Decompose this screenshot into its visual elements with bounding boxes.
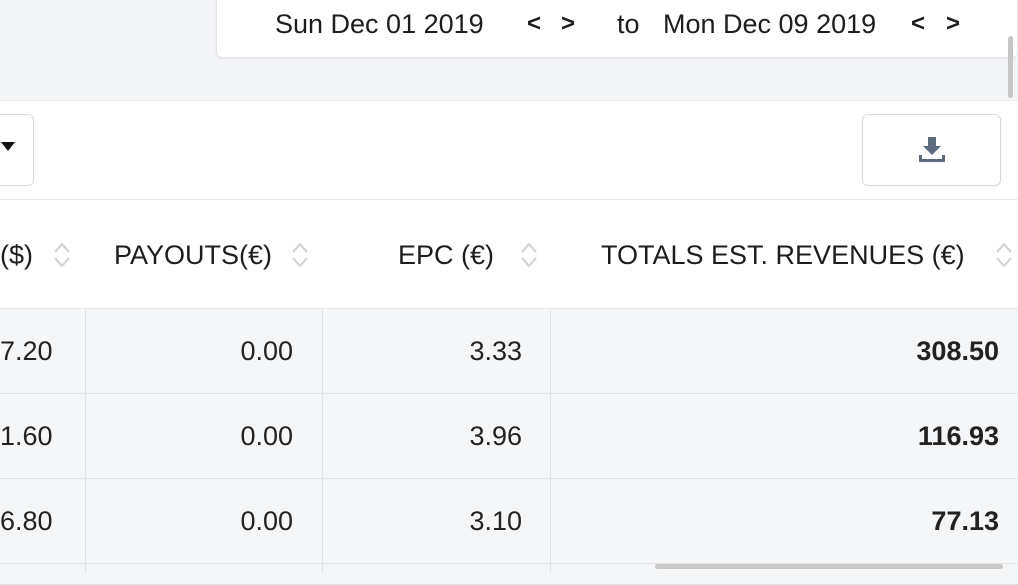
end-date-next-button[interactable]: > — [946, 10, 961, 37]
cell-epc: 3.33 — [469, 336, 522, 366]
start-date[interactable]: Sun Dec 01 2019 — [275, 9, 484, 39]
table-header: ($) PAYOUTS(€) EPC (€) TOTALS EST. REVEN… — [0, 200, 1018, 309]
column-divider — [550, 308, 551, 573]
column-divider — [85, 308, 86, 573]
cell-payouts: 0.00 — [240, 506, 293, 536]
cell-payouts: 0.00 — [240, 421, 293, 451]
table-row[interactable]: 7.20 0.00 3.33 308.50 — [0, 309, 1018, 394]
end-date-prev-button[interactable]: < — [911, 10, 926, 37]
end-date[interactable]: Mon Dec 09 2019 — [663, 9, 877, 39]
download-icon — [919, 137, 945, 162]
table-row[interactable]: 1.60 0.00 3.96 116.93 — [0, 394, 1018, 479]
cell-epc: 3.10 — [469, 506, 522, 536]
cell-payouts: 0.00 — [240, 336, 293, 366]
column-header-payouts[interactable]: PAYOUTS(€) — [114, 240, 273, 270]
cell-total-revenue: 308.50 — [916, 336, 999, 366]
vertical-scrollbar[interactable] — [1008, 36, 1013, 98]
table-row[interactable]: 6.80 0.00 3.10 77.13 — [0, 479, 1018, 564]
sort-icon[interactable] — [290, 240, 310, 270]
sort-icon[interactable] — [52, 240, 72, 270]
dropdown-button[interactable] — [0, 114, 34, 186]
cell-total-revenue: 77.13 — [931, 506, 999, 536]
cell-amount: 6.80 — [0, 506, 53, 536]
cell-epc: 3.96 — [469, 421, 522, 451]
caret-down-icon — [1, 142, 15, 151]
sort-icon[interactable] — [994, 240, 1014, 270]
horizontal-scrollbar[interactable] — [655, 564, 1003, 569]
column-header-epc[interactable]: EPC (€) — [398, 240, 495, 270]
date-range-separator: to — [617, 9, 640, 39]
date-range-picker: Sun Dec 01 2019 < > to Mon Dec 09 2019 <… — [216, 0, 1018, 58]
column-header-total-revenues[interactable]: TOTALS EST. REVENUES (€) — [601, 240, 965, 270]
column-header-amount[interactable]: ($) — [0, 240, 33, 270]
cell-total-revenue: 116.93 — [917, 421, 999, 451]
table-toolbar — [0, 100, 1018, 200]
start-date-next-button[interactable]: > — [561, 10, 576, 37]
sort-icon[interactable] — [519, 240, 539, 270]
cell-amount: 1.60 — [0, 421, 53, 451]
column-divider — [322, 308, 323, 573]
download-button[interactable] — [862, 114, 1001, 186]
start-date-prev-button[interactable]: < — [527, 10, 542, 37]
cell-amount: 7.20 — [0, 336, 53, 366]
